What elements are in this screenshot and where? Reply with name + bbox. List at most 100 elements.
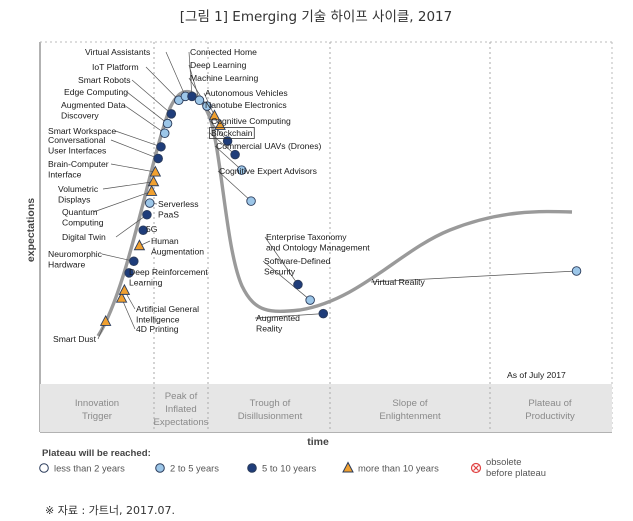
circle-marker: [202, 101, 212, 111]
triangle-marker: [133, 239, 146, 251]
circle-marker: [187, 91, 197, 102]
circle-marker: [236, 165, 247, 175]
leader-line: [93, 191, 152, 213]
leader-line: [217, 170, 252, 202]
circle-marker: [194, 95, 205, 106]
technology-label: IoT Platform: [92, 62, 139, 72]
as-of-note: As of July 2017: [507, 370, 566, 380]
technology-label: Autonomous Vehicles: [205, 88, 288, 98]
leader-line: [209, 132, 236, 155]
technology-markers: [99, 91, 582, 326]
technology-label: Smart Dust: [53, 334, 97, 344]
page-title: [그림 1] Emerging 기술 하이프 사이클, 2017: [180, 9, 452, 25]
leader-line: [188, 51, 193, 97]
circle-marker: [144, 198, 155, 208]
legend-label: 5 to 10 years: [262, 463, 317, 474]
technology-label: Brain-Computer Interface: [48, 159, 109, 180]
leader-line: [370, 270, 577, 283]
technology-label: Neuromorphic Hardware: [48, 249, 103, 270]
legend-label: obsolete before plateau: [486, 456, 546, 478]
technology-label: Volumetric Displays: [58, 184, 99, 205]
technology-label: Serverless PaaS: [158, 199, 199, 220]
circle-marker: [162, 118, 173, 129]
technology-label: Virtual Assistants: [85, 47, 150, 57]
triangle-marker: [99, 314, 112, 326]
legend-circle-icon: [247, 463, 257, 473]
circle-marker: [246, 196, 256, 206]
circle-marker: [142, 209, 152, 220]
phase-label: Innovation Trigger: [75, 398, 119, 422]
circle-marker: [166, 109, 177, 119]
phase-band: [40, 384, 612, 432]
legend-circle-icon: [155, 463, 165, 473]
technology-label: Nanotube Electronics: [205, 100, 287, 110]
technology-label: Commercial UAVs (Drones): [216, 141, 322, 151]
leader-line: [262, 260, 311, 301]
leader-line: [131, 79, 172, 115]
circle-marker: [230, 149, 240, 160]
triangle-marker: [208, 109, 221, 121]
circle-marker: [318, 308, 329, 319]
circle-marker: [571, 266, 582, 276]
circle-marker: [153, 153, 163, 164]
leader-line: [123, 104, 165, 134]
leader-line: [110, 139, 159, 159]
circle-marker: [160, 128, 170, 138]
technology-label: Deep Learning: [190, 60, 247, 70]
leader-line: [115, 130, 162, 148]
triangle-marker: [145, 184, 158, 196]
circle-marker: [129, 256, 139, 267]
legend-label: less than 2 years: [54, 463, 125, 474]
technology-label: Human Augmentation: [151, 236, 204, 257]
triangle-marker: [115, 291, 128, 303]
legend: less than 2 years 2 to 5 years 5 to 10 yea…: [39, 456, 546, 478]
leader-line: [145, 66, 180, 101]
technology-label: Conversational User Interfaces: [48, 135, 106, 156]
leader-line: [121, 298, 136, 330]
phase-label: Peak of Inflated Expectations: [154, 391, 209, 428]
y-axis-label: expectations: [25, 198, 37, 262]
x-axis-label: time: [307, 436, 329, 448]
circle-marker: [156, 142, 166, 152]
circle-marker: [124, 268, 134, 278]
technology-label: 4D Printing: [136, 324, 179, 334]
hype-curve: [96, 89, 573, 337]
technology-label: Cognitive Computing: [211, 116, 291, 126]
phase-label: Slope of Enlightenment: [379, 398, 441, 422]
leader-line: [188, 64, 200, 101]
technology-label: 5G: [146, 224, 158, 234]
leader-line: [102, 181, 154, 190]
technology-label: Smart Workspace: [48, 126, 116, 136]
highlight-box: [209, 127, 255, 139]
technology-label: Quantum Computing: [62, 207, 104, 228]
technology-label: Deep Reinforcement Learning: [129, 267, 208, 288]
technology-label: Connected Home: [190, 47, 257, 57]
technology-label: Virtual Reality: [372, 277, 426, 287]
technology-label: Blockchain: [211, 128, 253, 138]
leader-line: [126, 91, 168, 124]
leader-line: [254, 313, 324, 319]
legend-title: Plateau will be reached:: [42, 448, 151, 459]
technology-label: Cognitive Expert Advisors: [219, 166, 317, 176]
technology-label: Smart Robots: [78, 75, 131, 85]
leader-line: [214, 145, 242, 171]
technology-label: Digital Twin: [62, 232, 106, 242]
legend-circle-icon: [39, 463, 49, 473]
technology-label: Augmented Reality: [256, 313, 300, 334]
legend-label: 2 to 5 years: [170, 463, 219, 474]
technology-label: Machine Learning: [190, 73, 259, 83]
technology-label: Augmented Data Discovery: [61, 100, 126, 121]
leader-line: [101, 253, 134, 262]
phase-label: Plateau of Productivity: [525, 398, 575, 422]
legend-label: more than 10 years: [358, 463, 439, 474]
plot-area: [39, 41, 613, 433]
legend-triangle-icon: [342, 461, 354, 473]
circle-marker: [305, 295, 315, 305]
triangle-marker: [118, 283, 131, 295]
leader-line: [110, 163, 156, 173]
phase-label: Trough of Disillusionment: [238, 398, 303, 422]
technology-label: Artificial General Intelligence: [136, 304, 199, 325]
technology-label: Software-Defined Security: [264, 256, 331, 277]
